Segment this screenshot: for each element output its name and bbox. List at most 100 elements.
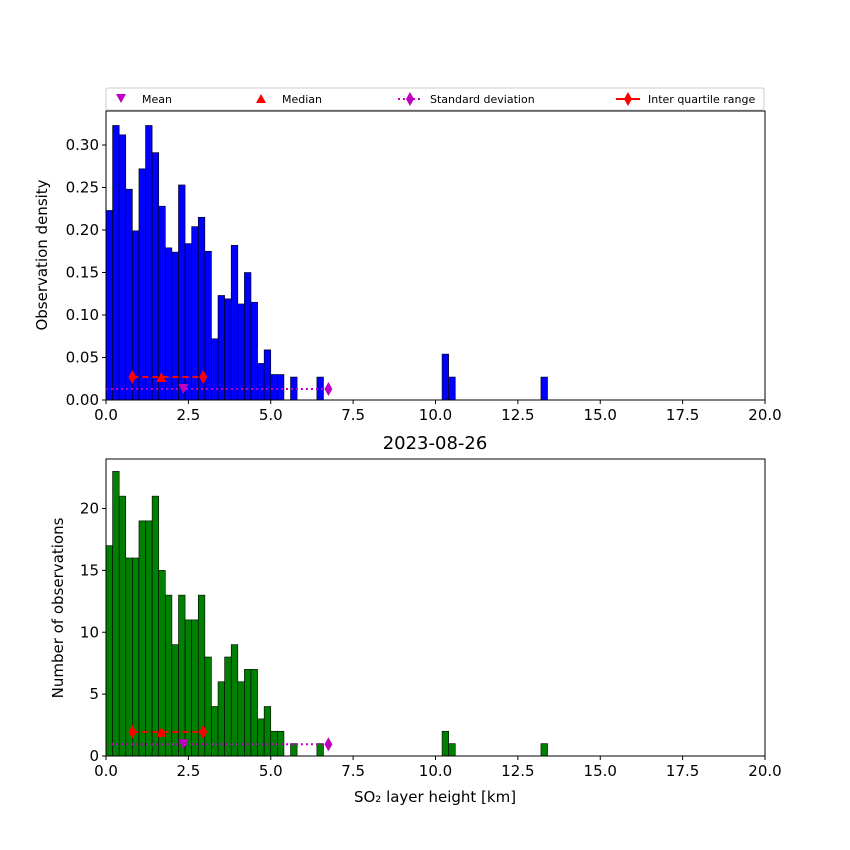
density-bar bbox=[112, 125, 120, 401]
density-x-tick-label: 7.5 bbox=[341, 406, 365, 424]
counts-bar bbox=[171, 644, 179, 757]
counts-bar bbox=[138, 520, 146, 757]
density-bar bbox=[441, 353, 449, 401]
density-bar bbox=[178, 184, 186, 401]
median-marker-icon bbox=[256, 94, 266, 103]
density-y-axis-label: Observation density bbox=[33, 179, 51, 330]
counts-bar bbox=[151, 495, 160, 757]
density-bar bbox=[118, 134, 127, 401]
density-stats-markers bbox=[106, 370, 333, 396]
density-x-tick-label: 10.0 bbox=[419, 406, 452, 424]
density-bar bbox=[448, 376, 456, 401]
counts-bar bbox=[184, 619, 192, 757]
density-x-tick-label: 2.5 bbox=[176, 406, 200, 424]
density-bar bbox=[250, 301, 258, 401]
counts-plot-frame bbox=[105, 458, 766, 757]
density-y-tick-label: 0.25 bbox=[66, 179, 99, 197]
counts-y-tick-label: 10 bbox=[80, 623, 99, 641]
density-bar bbox=[257, 363, 265, 401]
density-y-ticks: 0.00 0.05 0.10 0.15 0.20 0.25 0.30 bbox=[66, 136, 106, 409]
counts-bar bbox=[118, 495, 127, 757]
counts-y-ticks: 0 5 10 15 20 bbox=[80, 500, 106, 765]
density-median-marker bbox=[156, 372, 167, 383]
density-bar bbox=[151, 152, 160, 401]
counts-x-tick-label: 5.0 bbox=[259, 762, 283, 780]
counts-bar bbox=[158, 570, 166, 757]
counts-bar bbox=[244, 669, 252, 757]
counts-bar bbox=[125, 557, 133, 757]
counts-bar bbox=[224, 656, 232, 757]
counts-bar bbox=[145, 520, 153, 757]
density-plot-frame bbox=[105, 110, 766, 401]
legend-label-iqr: Inter quartile range bbox=[648, 93, 755, 106]
density-y-tick-label: 0.15 bbox=[66, 264, 99, 282]
density-x-ticks: 0.0 2.5 5.0 7.5 10.0 12.5 15.0 17.5 20.0 bbox=[94, 400, 782, 424]
counts-title: 2023-08-26 bbox=[383, 433, 488, 454]
counts-iqr-marker bbox=[199, 724, 208, 739]
counts-stats-markers bbox=[106, 724, 333, 752]
counts-x-tick-label: 15.0 bbox=[584, 762, 617, 780]
counts-x-ticks: 0.0 2.5 5.0 7.5 10.0 12.5 15.0 17.5 20.0 bbox=[94, 756, 782, 780]
counts-bar bbox=[540, 743, 548, 757]
counts-median-marker bbox=[156, 726, 167, 737]
mean-marker-icon bbox=[116, 94, 126, 103]
density-panel: 0.0 2.5 5.0 7.5 10.0 12.5 15.0 17.5 20.0 0.000.0… bbox=[33, 110, 782, 424]
counts-x-axis-label: SO₂ layer height [km] bbox=[354, 788, 516, 806]
counts-y-tick-label: 5 bbox=[89, 685, 99, 703]
density-bar bbox=[158, 205, 166, 401]
density-bars bbox=[105, 125, 548, 401]
density-x-tick-label: 17.5 bbox=[666, 406, 699, 424]
density-bar bbox=[145, 125, 153, 401]
density-bar bbox=[230, 245, 239, 401]
density-iqr-marker bbox=[128, 370, 137, 385]
density-x-tick-label: 0.0 bbox=[94, 406, 118, 424]
density-bar bbox=[138, 168, 146, 401]
counts-bar bbox=[211, 706, 219, 757]
density-x-tick-label: 5.0 bbox=[259, 406, 283, 424]
density-bar bbox=[237, 303, 245, 401]
density-y-tick-label: 0.30 bbox=[66, 136, 99, 154]
counts-bar bbox=[230, 644, 239, 757]
counts-y-tick-label: 0 bbox=[89, 747, 99, 765]
density-y-tick-label: 0.20 bbox=[66, 221, 99, 239]
density-y-tick-label: 0.00 bbox=[66, 391, 99, 409]
density-std-marker bbox=[324, 381, 333, 396]
density-bar bbox=[105, 210, 113, 401]
density-bar bbox=[244, 272, 252, 401]
counts-panel: 2023-08-26 0.0 2.5 5.0 7.5 10.0 12.5 15.0 17.5 2… bbox=[49, 433, 782, 806]
legend-entry-mean: Mean bbox=[116, 93, 172, 106]
density-y-tick-label: 0.05 bbox=[66, 349, 99, 367]
density-x-tick-label: 12.5 bbox=[501, 406, 534, 424]
density-bar bbox=[224, 298, 232, 401]
density-mean-marker bbox=[178, 383, 189, 394]
density-bar bbox=[263, 349, 272, 401]
density-bar bbox=[270, 374, 278, 401]
legend-frame bbox=[105, 87, 765, 111]
legend-entry-std: Standard deviation bbox=[398, 92, 535, 106]
counts-x-tick-label: 0.0 bbox=[94, 762, 118, 780]
legend: Mean Median Standard deviation Inter qua… bbox=[105, 87, 765, 111]
legend-label-median: Median bbox=[282, 93, 322, 106]
std-diamond-icon bbox=[406, 92, 414, 106]
density-y-tick-label: 0.10 bbox=[66, 306, 99, 324]
density-bar bbox=[540, 376, 548, 401]
counts-y-tick-label: 20 bbox=[80, 500, 99, 518]
counts-bar bbox=[448, 743, 456, 757]
density-bar bbox=[191, 226, 199, 401]
counts-bar bbox=[316, 743, 324, 757]
legend-entry-median: Median bbox=[256, 93, 322, 106]
counts-bar bbox=[290, 743, 298, 757]
counts-x-tick-label: 12.5 bbox=[501, 762, 534, 780]
density-bar bbox=[211, 338, 219, 401]
counts-y-axis-label: Number of observations bbox=[49, 517, 67, 698]
density-iqr-marker bbox=[199, 370, 208, 385]
density-x-tick-label: 20.0 bbox=[748, 406, 781, 424]
counts-bar bbox=[132, 557, 140, 757]
counts-bar bbox=[191, 619, 199, 757]
counts-y-tick-label: 15 bbox=[80, 561, 99, 579]
legend-label-std: Standard deviation bbox=[430, 93, 535, 106]
counts-bar bbox=[257, 718, 265, 757]
legend-entry-iqr: Inter quartile range bbox=[616, 92, 755, 106]
counts-x-tick-label: 17.5 bbox=[666, 762, 699, 780]
